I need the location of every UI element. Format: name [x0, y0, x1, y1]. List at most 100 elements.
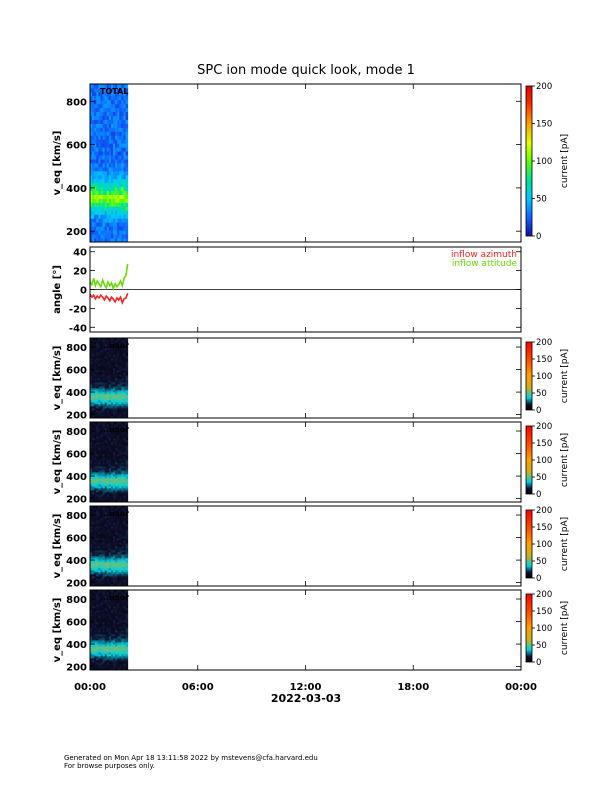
heatmap-cell [92, 650, 95, 653]
heatmap-cell [117, 358, 120, 361]
heatmap-cell [100, 562, 103, 565]
heatmap-cell [121, 166, 124, 172]
heatmap-cell [102, 198, 106, 203]
heatmap-cell [94, 624, 97, 627]
heatmap-cell [119, 210, 122, 215]
heatmap-cell [125, 528, 129, 531]
heatmap-cell [117, 123, 120, 128]
heatmap-cell [104, 450, 108, 453]
heatmap-cell [94, 404, 97, 407]
heatmap-cell [115, 340, 118, 343]
heatmap-cell [104, 482, 108, 485]
heatmap-cell [108, 570, 112, 573]
heatmap-cell [108, 374, 112, 377]
heatmap-cell [108, 542, 112, 545]
heatmap-cell [90, 624, 93, 627]
heatmap-cell [110, 376, 114, 379]
heatmap-cell [113, 206, 116, 211]
heatmap-cell [98, 542, 101, 545]
heatmap-cell [121, 498, 124, 501]
heatmap-cell [110, 432, 114, 435]
heatmap-cell [96, 508, 99, 511]
heatmap-cell [108, 370, 112, 373]
heatmap-cell [113, 115, 116, 120]
heatmap-cell [119, 464, 122, 467]
heatmap-cell [123, 560, 127, 563]
heatmap-cell [96, 652, 99, 655]
heatmap-cell [98, 416, 101, 419]
heatmap-cell [123, 480, 127, 483]
heatmap-cell [106, 348, 110, 351]
heatmap-cell [108, 644, 112, 647]
heatmap-cell [121, 582, 124, 585]
heatmap-cell [113, 514, 116, 517]
heatmap-cell [96, 494, 99, 497]
heatmap-cell [115, 406, 118, 409]
heatmap-cell [113, 392, 116, 395]
heatmap-cell [92, 99, 95, 105]
heatmap-cell [108, 238, 112, 243]
heatmap-cell [119, 404, 122, 407]
heatmap-cell [125, 366, 129, 369]
heatmap-cell [123, 572, 127, 575]
heatmap-cell [110, 340, 114, 343]
heatmap-cell [121, 346, 124, 349]
heatmap-cell [110, 536, 114, 539]
heatmap-cell [125, 604, 129, 607]
heatmap-cell [94, 646, 97, 649]
heatmap-cell [108, 538, 112, 541]
heatmap-cell [119, 414, 122, 417]
heatmap-cell [117, 406, 120, 409]
heatmap-cell [108, 556, 112, 559]
heatmap-cell [104, 362, 108, 365]
heatmap-cell [110, 338, 114, 341]
heatmap-cell [113, 624, 116, 627]
heatmap-cell [110, 610, 114, 613]
heatmap-cell [110, 644, 114, 647]
heatmap-cell [96, 520, 99, 523]
heatmap-cell [117, 163, 120, 168]
heatmap-cell [92, 480, 95, 483]
heatmap-cell [115, 654, 118, 657]
heatmap-cell [96, 394, 99, 397]
heatmap-cell [106, 408, 110, 411]
colorbar-gradient [525, 85, 533, 237]
heatmap-cell [119, 408, 122, 411]
heatmap-cell [110, 444, 114, 447]
heatmap-cell [113, 640, 116, 643]
heatmap-cell [123, 139, 127, 144]
heatmap-cell [106, 626, 110, 629]
heatmap-cell [113, 438, 116, 441]
heatmap-cell [108, 111, 112, 116]
heatmap-cell [90, 654, 93, 657]
heatmap-cell [106, 492, 110, 495]
heatmap-cell [113, 600, 116, 603]
heatmap-cell [123, 414, 127, 417]
heatmap-cell [110, 438, 114, 441]
heatmap-cell [125, 111, 129, 116]
heatmap-cell [121, 560, 124, 563]
heatmap-cell [108, 480, 112, 483]
heatmap-cell [119, 628, 122, 631]
heatmap-cell [125, 454, 129, 457]
heatmap-cell [108, 626, 112, 629]
heatmap-cell [90, 404, 93, 407]
heatmap-cell [100, 170, 103, 176]
heatmap-cell [115, 656, 118, 659]
heatmap-cell [100, 452, 103, 455]
heatmap-cell [90, 558, 93, 561]
heatmap-cell [121, 364, 124, 367]
heatmap-cell [96, 234, 99, 239]
heatmap-cell [104, 404, 108, 407]
heatmap-cell [90, 159, 93, 164]
heatmap-cell [92, 494, 95, 497]
heatmap-cell [125, 664, 129, 667]
heatmap-cell [96, 602, 99, 605]
heatmap-cell [110, 518, 114, 521]
y-tick-label: 800 [66, 427, 87, 438]
heatmap-cell [98, 238, 101, 243]
heatmap-cell [100, 340, 103, 343]
heatmap-cell [113, 384, 116, 387]
heatmap-cell [100, 438, 103, 441]
heatmap-cell [104, 155, 108, 160]
